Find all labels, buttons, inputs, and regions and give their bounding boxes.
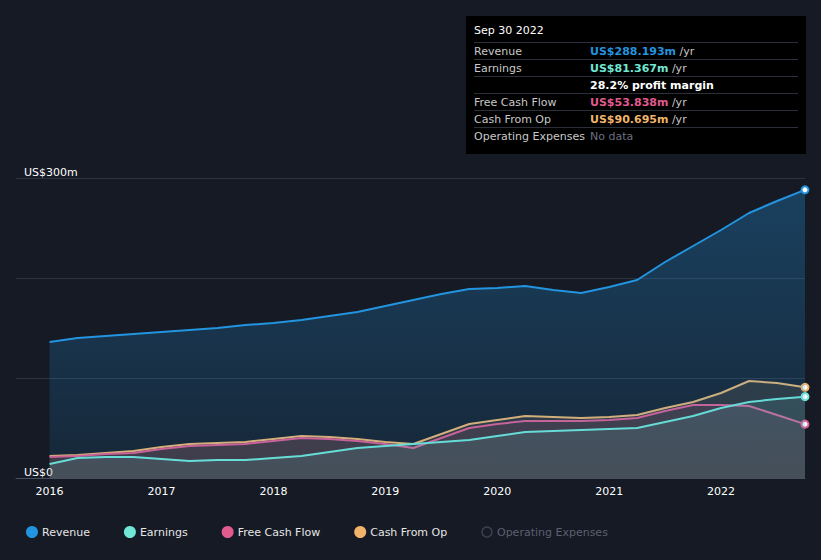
svg-text:2018: 2018	[259, 485, 287, 498]
html-text:Revenue: Revenue	[474, 45, 522, 58]
html-text:US$53.838m /yr: US$53.838m /yr	[590, 96, 687, 109]
svg-text:2021: 2021	[595, 485, 623, 498]
svg-text:2020: 2020	[483, 485, 511, 498]
html-text:US$81.367m /yr: US$81.367m /yr	[590, 62, 687, 75]
svg-text:2022: 2022	[707, 485, 735, 498]
svg-text:Cash From Op: Cash From Op	[370, 526, 447, 539]
svg-text:Earnings: Earnings	[140, 526, 188, 539]
svg-text:US$300m: US$300m	[24, 166, 78, 179]
html-text:No data: No data	[590, 130, 634, 143]
svg-text:2019: 2019	[371, 485, 399, 498]
html-text:Earnings: Earnings	[474, 62, 522, 75]
svg-text:US$0: US$0	[24, 466, 53, 479]
svg-text:2016: 2016	[36, 485, 64, 498]
svg-text:Operating Expenses: Operating Expenses	[497, 526, 608, 539]
html-text:US$288.193m /yr: US$288.193m /yr	[590, 45, 695, 58]
html-text:US$90.695m /yr: US$90.695m /yr	[590, 113, 687, 126]
svg-text:Revenue: Revenue	[42, 526, 90, 539]
html-text:Sep 30 2022: Sep 30 2022	[474, 24, 544, 37]
svg-text:Free Cash Flow: Free Cash Flow	[238, 526, 321, 539]
svg-text:2017: 2017	[147, 485, 175, 498]
html-text:Free Cash Flow: Free Cash Flow	[474, 96, 557, 109]
html-text:Cash From Op: Cash From Op	[474, 113, 551, 126]
html-text:Operating Expenses: Operating Expenses	[474, 130, 585, 143]
html-text:28.2% profit margin: 28.2% profit margin	[590, 79, 714, 92]
